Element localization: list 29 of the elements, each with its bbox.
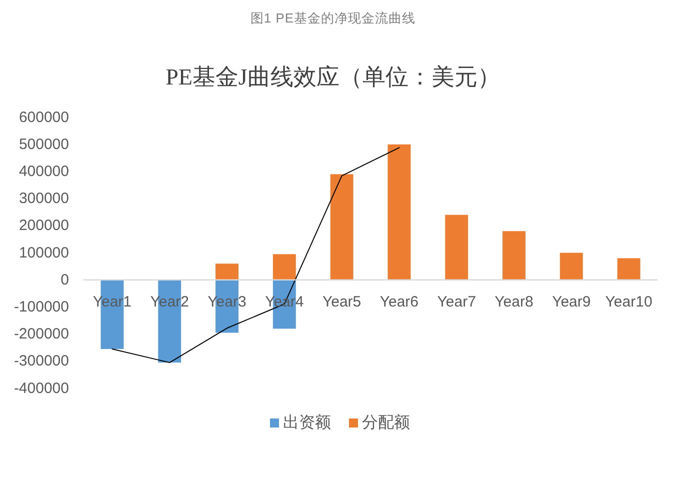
x-tick-label: Year8 bbox=[494, 293, 534, 310]
caption: 图1 PE基金的净现金流曲线 bbox=[250, 10, 416, 26]
y-tick-label: 300000 bbox=[18, 190, 69, 208]
y-tick-label: 0 bbox=[60, 271, 69, 288]
bar bbox=[560, 252, 583, 280]
x-tick-label: Year9 bbox=[552, 293, 591, 310]
bar bbox=[502, 231, 526, 280]
y-tick-label: -300000 bbox=[14, 352, 69, 370]
bar bbox=[272, 254, 296, 280]
legend-label: 分配额 bbox=[362, 414, 410, 432]
y-tick-label: 200000 bbox=[18, 217, 69, 234]
y-tick-label: -200000 bbox=[14, 326, 69, 343]
y-tick-label: 500000 bbox=[18, 136, 69, 153]
bar bbox=[617, 258, 640, 280]
bar bbox=[216, 264, 238, 280]
x-tick-label: Year7 bbox=[437, 293, 476, 310]
x-tick-label: Year6 bbox=[380, 293, 419, 310]
y-tick-label: -100000 bbox=[14, 298, 69, 316]
bar bbox=[330, 174, 354, 280]
x-tick-label: Year5 bbox=[322, 293, 362, 310]
y-tick-label: 600000 bbox=[18, 108, 69, 126]
bar bbox=[388, 144, 411, 280]
bar bbox=[445, 214, 468, 280]
legend-label: 出资额 bbox=[283, 414, 331, 432]
x-tick-label: Year10 bbox=[605, 293, 652, 310]
y-tick-label: 400000 bbox=[18, 163, 69, 180]
y-tick-label: -400000 bbox=[14, 380, 69, 397]
chart-title: PE基金J曲线效应（单位：美元） bbox=[166, 64, 500, 90]
y-tick-label: 100000 bbox=[18, 244, 69, 262]
